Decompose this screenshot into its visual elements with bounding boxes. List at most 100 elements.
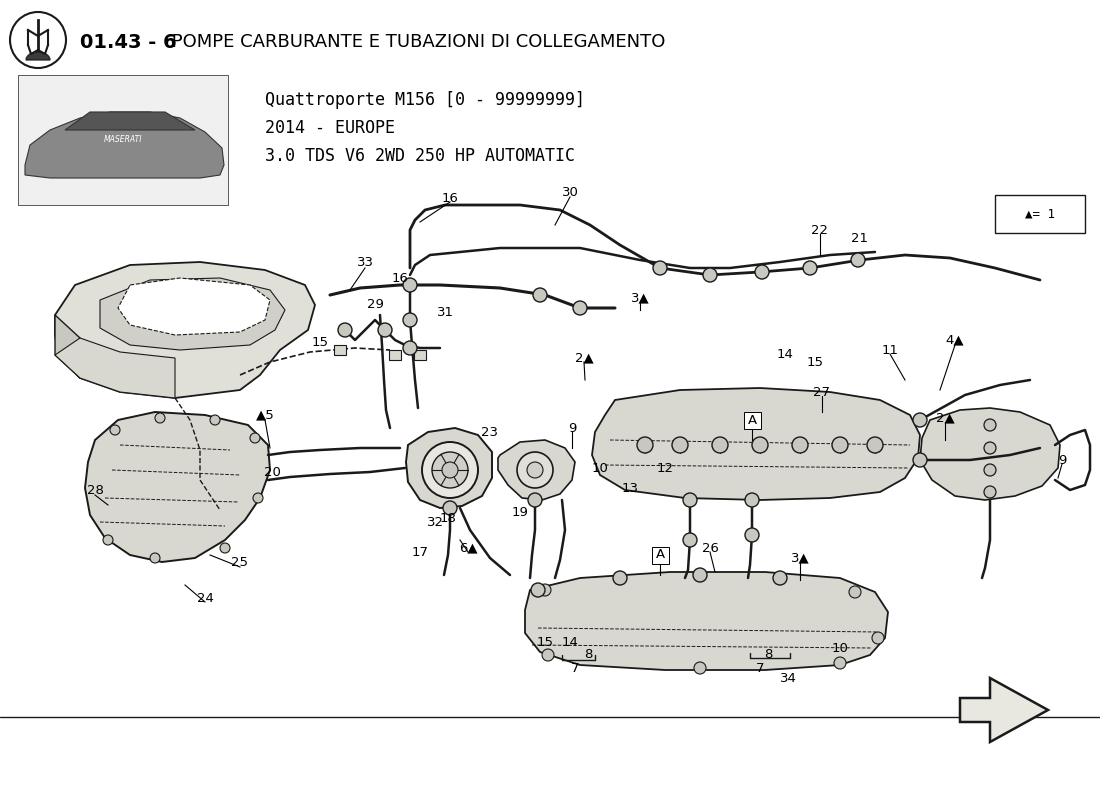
Circle shape	[712, 437, 728, 453]
Text: 6▲: 6▲	[459, 542, 477, 554]
Text: 8: 8	[584, 649, 592, 662]
Circle shape	[150, 553, 160, 563]
Circle shape	[703, 268, 717, 282]
Circle shape	[745, 528, 759, 542]
Circle shape	[851, 253, 865, 267]
Circle shape	[250, 433, 260, 443]
Text: 4▲: 4▲	[946, 334, 965, 346]
Circle shape	[528, 493, 542, 507]
Text: 9: 9	[1058, 454, 1066, 466]
Text: 24: 24	[197, 591, 213, 605]
Text: ▲5: ▲5	[255, 409, 274, 422]
Polygon shape	[25, 112, 224, 178]
Circle shape	[774, 572, 786, 584]
Circle shape	[378, 323, 392, 337]
Text: 26: 26	[702, 542, 718, 554]
Text: 16: 16	[392, 271, 408, 285]
Circle shape	[155, 413, 165, 423]
FancyBboxPatch shape	[996, 195, 1085, 233]
Text: 34: 34	[780, 671, 796, 685]
Text: 3▲: 3▲	[791, 551, 810, 565]
Polygon shape	[65, 112, 195, 130]
Circle shape	[849, 586, 861, 598]
FancyBboxPatch shape	[744, 411, 760, 429]
Text: 17: 17	[411, 546, 429, 558]
Polygon shape	[85, 412, 270, 562]
Circle shape	[913, 453, 927, 467]
Circle shape	[110, 425, 120, 435]
Polygon shape	[406, 428, 492, 508]
Text: 15: 15	[311, 335, 329, 349]
Polygon shape	[55, 338, 175, 398]
Circle shape	[443, 501, 456, 515]
Circle shape	[834, 657, 846, 669]
Circle shape	[539, 584, 551, 596]
Text: 13: 13	[621, 482, 638, 494]
Circle shape	[573, 301, 587, 315]
Polygon shape	[525, 572, 888, 670]
Text: 8: 8	[763, 649, 772, 662]
Text: 14: 14	[777, 349, 793, 362]
Text: 9: 9	[568, 422, 576, 434]
Circle shape	[984, 419, 996, 431]
Text: ▲= 1: ▲= 1	[1025, 207, 1055, 221]
Circle shape	[10, 12, 66, 68]
Circle shape	[531, 583, 544, 597]
Polygon shape	[920, 408, 1060, 500]
Circle shape	[542, 649, 554, 661]
Bar	[414, 350, 426, 360]
Text: 25: 25	[231, 555, 249, 569]
Circle shape	[103, 535, 113, 545]
Circle shape	[752, 437, 768, 453]
Circle shape	[984, 442, 996, 454]
Text: 7: 7	[571, 662, 580, 674]
Text: 2014 - EUROPE: 2014 - EUROPE	[265, 119, 395, 137]
Text: 32: 32	[427, 515, 443, 529]
Circle shape	[984, 464, 996, 476]
Text: 01.43 - 6: 01.43 - 6	[80, 33, 177, 51]
Circle shape	[832, 437, 848, 453]
Circle shape	[913, 413, 927, 427]
FancyBboxPatch shape	[651, 546, 669, 563]
Circle shape	[745, 493, 759, 507]
Text: 15: 15	[537, 635, 553, 649]
Circle shape	[527, 462, 543, 478]
Text: 20: 20	[264, 466, 280, 478]
Text: 15: 15	[806, 355, 824, 369]
Circle shape	[792, 437, 808, 453]
Text: 29: 29	[366, 298, 384, 311]
Circle shape	[683, 493, 697, 507]
Bar	[334, 345, 346, 355]
Text: MASERATI: MASERATI	[103, 135, 142, 145]
Circle shape	[803, 261, 817, 275]
Text: 3▲: 3▲	[630, 291, 649, 305]
Circle shape	[442, 462, 458, 478]
Text: Quattroporte M156 [0 - 99999999]: Quattroporte M156 [0 - 99999999]	[265, 91, 585, 109]
Text: 31: 31	[437, 306, 453, 318]
Text: 2▲: 2▲	[936, 411, 955, 425]
Text: 16: 16	[441, 191, 459, 205]
Bar	[389, 350, 402, 360]
Text: 11: 11	[881, 343, 899, 357]
Text: 12: 12	[657, 462, 673, 474]
Circle shape	[253, 493, 263, 503]
Circle shape	[403, 278, 417, 292]
Polygon shape	[960, 678, 1048, 742]
Text: 23: 23	[482, 426, 498, 438]
Text: 10: 10	[592, 462, 608, 474]
Circle shape	[338, 323, 352, 337]
Circle shape	[653, 261, 667, 275]
Text: 3.0 TDS V6 2WD 250 HP AUTOMATIC: 3.0 TDS V6 2WD 250 HP AUTOMATIC	[265, 147, 575, 165]
FancyBboxPatch shape	[18, 75, 228, 205]
Circle shape	[694, 569, 706, 581]
Text: 10: 10	[832, 642, 848, 654]
Text: 28: 28	[87, 483, 103, 497]
Circle shape	[403, 313, 417, 327]
Circle shape	[867, 437, 883, 453]
Polygon shape	[26, 52, 50, 60]
Text: 22: 22	[812, 223, 828, 237]
Text: 7: 7	[756, 662, 764, 674]
Text: 19: 19	[512, 506, 528, 518]
Polygon shape	[498, 440, 575, 500]
Polygon shape	[592, 388, 920, 500]
